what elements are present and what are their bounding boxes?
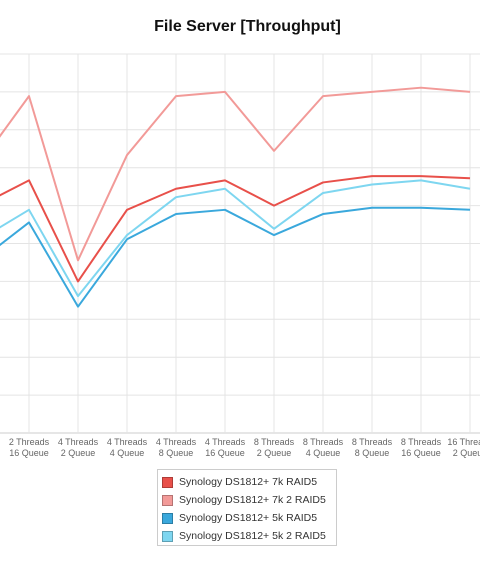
x-tick-label: 8 Queue: [159, 448, 194, 458]
series-line-3: [0, 206, 471, 308]
x-tick-label: 8 Threads: [254, 437, 295, 447]
x-tick-label: 4 Threads: [58, 437, 99, 447]
x-tick-label: 4 Queue: [306, 448, 341, 458]
legend-item[interactable]: Synology DS1812+ 7k RAID5: [162, 473, 332, 491]
series-line-2: [0, 86, 471, 262]
x-tick-label: 2 Queue: [453, 448, 480, 458]
series-line-4: [0, 179, 471, 298]
x-tick-label: 16 Queue: [401, 448, 441, 458]
legend-item[interactable]: Synology DS1812+ 5k RAID5: [162, 509, 332, 527]
legend-label: Synology DS1812+ 7k RAID5: [179, 476, 318, 488]
legend-label: Synology DS1812+ 5k RAID5: [179, 512, 318, 524]
grid-lines: [0, 53, 480, 434]
series-lines: [0, 86, 471, 308]
x-tick-label: 8 Threads: [401, 437, 442, 447]
x-tick-label: 16 Threads: [447, 437, 480, 447]
x-tick-label: 2 Threads: [9, 437, 50, 447]
legend-swatch: [162, 476, 173, 488]
x-tick-label: 8 Threads: [352, 437, 393, 447]
x-tick-label: 2 Queue: [257, 448, 292, 458]
x-tick-label: 4 Queue: [110, 448, 145, 458]
legend-swatch: [162, 494, 173, 506]
legend-swatch: [162, 512, 173, 524]
legend: Synology DS1812+ 7k RAID5 Synology DS1812…: [157, 469, 337, 546]
legend-swatch: [162, 530, 173, 542]
x-tick-label: 4 Threads: [107, 437, 148, 447]
x-tick-label: 4 Threads: [205, 437, 246, 447]
legend-label: Synology DS1812+ 5k 2 RAID5: [179, 530, 326, 542]
x-tick-label: 8 Queue: [355, 448, 390, 458]
x-tick-label: 2 Queue: [61, 448, 96, 458]
x-tick-label: 16 Queue: [205, 448, 245, 458]
chart-title: File Server [Throughput]: [154, 18, 341, 35]
legend-item[interactable]: Synology DS1812+ 5k 2 RAID5: [162, 527, 332, 545]
series-line-1: [0, 175, 471, 283]
x-tick-label: 4 Threads: [156, 437, 197, 447]
x-tick-label: 16 Queue: [9, 448, 49, 458]
x-tick-label: 8 Threads: [303, 437, 344, 447]
legend-item[interactable]: Synology DS1812+ 7k 2 RAID5: [162, 491, 332, 509]
legend-label: Synology DS1812+ 7k 2 RAID5: [179, 494, 326, 506]
x-tick-label: 1 Threads: [0, 437, 1, 447]
